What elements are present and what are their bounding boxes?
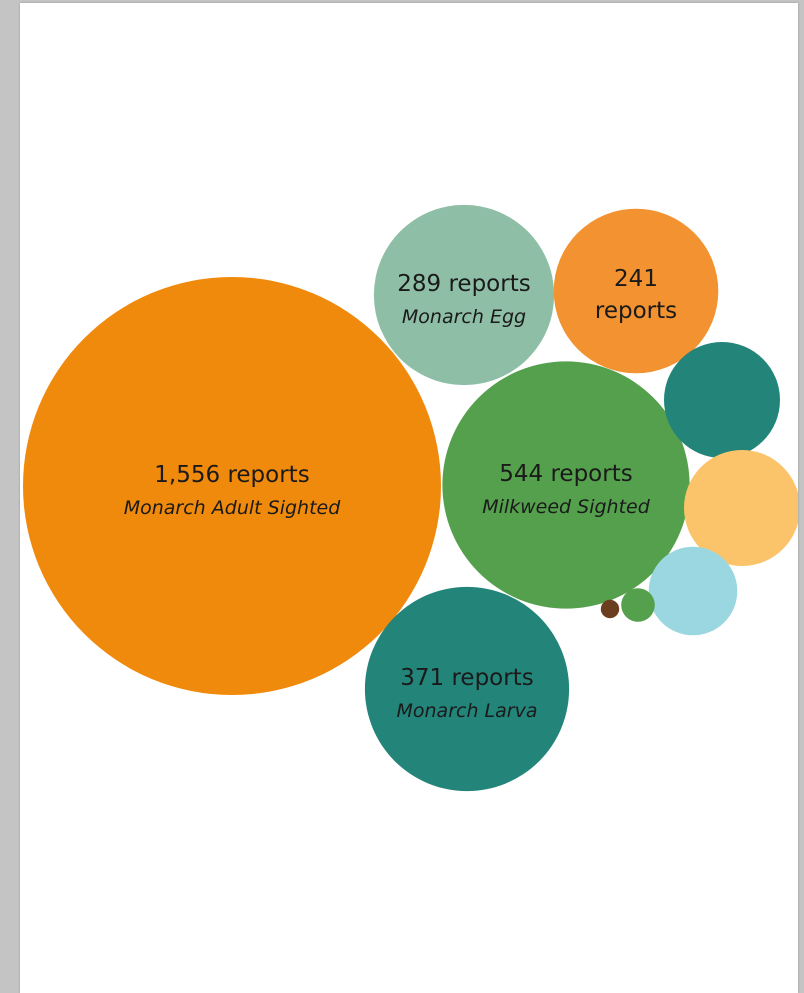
bubble-value-label: reports	[595, 298, 677, 324]
bubble-circle[interactable]	[553, 208, 719, 374]
bubble-value-label: 1,556 reports	[154, 462, 309, 488]
bubble-4[interactable]: 289 reports Monarch Egg	[373, 204, 555, 386]
bubble-category-label: Monarch Adult Sighted	[124, 497, 341, 519]
bubble-value-label: 241	[614, 266, 658, 292]
bubble-circle[interactable]	[600, 599, 620, 619]
bubble-circle[interactable]	[364, 586, 570, 792]
bubble-category-label: Monarch Larva	[397, 700, 538, 722]
bubble-6[interactable]	[664, 342, 780, 458]
bubble-5[interactable]: 241 reports	[553, 208, 719, 374]
bubble-9[interactable]	[621, 588, 655, 622]
bubble-8[interactable]	[648, 546, 738, 636]
bubble-circle[interactable]	[648, 546, 738, 636]
bubble-circle[interactable]	[23, 277, 441, 695]
bubble-value-label: 371 reports	[400, 665, 533, 691]
bubble-1[interactable]: 1,556 reports Monarch Adult Sighted	[23, 277, 441, 695]
bubble-3[interactable]: 371 reports Monarch Larva	[364, 586, 570, 792]
bubble-category-label: Milkweed Sighted	[482, 496, 651, 518]
bubble-7[interactable]	[684, 450, 798, 566]
bubble-circle[interactable]	[684, 450, 798, 566]
bubble-circle[interactable]	[621, 588, 655, 622]
chart-canvas: 1,556 reports Monarch Adult Sighted 544 re…	[20, 3, 798, 993]
bubble-value-label: 544 reports	[499, 461, 632, 487]
bubble-circle[interactable]	[664, 342, 780, 458]
bubble-circle[interactable]	[373, 204, 555, 386]
bubble-value-label: 289 reports	[397, 271, 530, 297]
bubble-10[interactable]	[600, 599, 620, 619]
bubble-chart: 1,556 reports Monarch Adult Sighted 544 re…	[23, 204, 798, 792]
bubble-category-label: Monarch Egg	[402, 306, 526, 328]
bubble-circle[interactable]	[442, 361, 690, 609]
bubble-2[interactable]: 544 reports Milkweed Sighted	[442, 361, 690, 609]
